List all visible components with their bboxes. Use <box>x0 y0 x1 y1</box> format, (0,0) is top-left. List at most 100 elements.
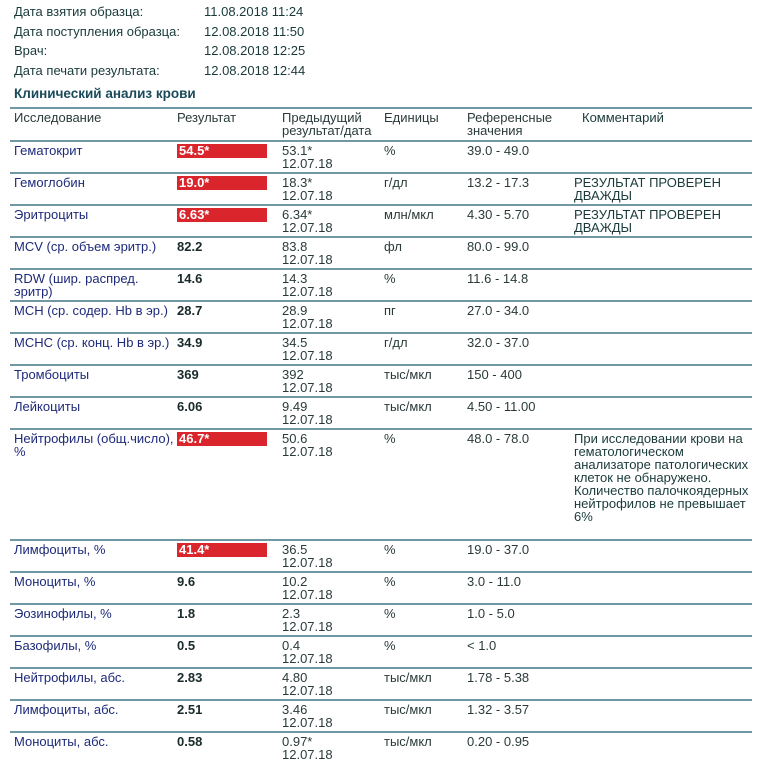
meta-value: 11.08.2018 11:24 <box>204 4 304 19</box>
table-row: Моноциты, % 9.6 10.2 12.07.18 % 3.0 - 11.… <box>10 571 752 603</box>
previous-value: 392 <box>282 367 304 382</box>
units: % <box>384 431 396 446</box>
reference-range: 4.30 - 5.70 <box>467 207 530 222</box>
previous-value: 2.3 <box>282 606 301 621</box>
previous-date: 12.07.18 <box>282 555 333 570</box>
test-name: MCV (ср. объем эритр.) <box>14 239 157 254</box>
table-row: MCH (ср. содер. Hb в эр.) 28.7 28.9 12.07… <box>10 300 752 332</box>
units: % <box>384 574 396 589</box>
previous-result: 18.3* 12.07.18 <box>282 176 382 202</box>
previous-value: 0.4 <box>282 638 301 653</box>
table-row: Гематокрит 54.5* 53.1* 12.07.18 % 39.0 - … <box>10 140 752 172</box>
table-row: Гемоглобин 19.0* 18.3* 12.07.18 г/дл 13.2… <box>10 172 752 204</box>
meta-label: Дата поступления образца: <box>14 23 180 39</box>
previous-date: 12.07.18 <box>282 444 333 459</box>
reference-range: 4.50 - 11.00 <box>467 399 536 414</box>
table-header: Исследование Результат Предыдущий резуль… <box>10 107 752 140</box>
test-name: MCHC (ср. конц. Hb в эр.) <box>14 335 170 350</box>
result-value: 6.06 <box>177 399 203 414</box>
previous-date: 12.07.18 <box>282 587 333 602</box>
units: млн/мкл <box>384 207 434 222</box>
previous-date: 12.07.18 <box>282 683 333 698</box>
previous-value: 28.9 <box>282 303 308 318</box>
meta-label: Дата печати результата: <box>14 62 160 78</box>
previous-result: 0.4 12.07.18 <box>282 639 382 665</box>
table-row: MCV (ср. объем эритр.) 82.2 83.8 12.07.18… <box>10 236 752 268</box>
previous-value: 0.97* <box>282 734 313 749</box>
table-row: Эозинофилы, % 1.8 2.3 12.07.18 % 1.0 - 5.… <box>10 603 752 635</box>
previous-result: 14.3 12.07.18 <box>282 272 382 298</box>
results-table: Исследование Результат Предыдущий резуль… <box>10 107 752 763</box>
previous-date: 12.07.18 <box>282 380 333 395</box>
meta-row: Врач: 12.08.2018 12:25 <box>14 41 305 61</box>
previous-result: 0.97* 12.07.18 <box>282 735 382 761</box>
units: тыс/мкл <box>384 367 432 382</box>
result-value: 0.5 <box>177 638 196 653</box>
result-value: 0.58 <box>177 734 203 749</box>
table-row: Лейкоциты 6.06 9.49 12.07.18 тыс/мкл 4.50… <box>10 396 752 428</box>
previous-date: 12.07.18 <box>282 316 333 331</box>
previous-result: 3.46 12.07.18 <box>282 703 382 729</box>
result-flagged: 6.63* <box>177 208 267 222</box>
units: г/дл <box>384 335 408 350</box>
sample-info: Дата взятия образца: 11.08.2018 11:24 Дата… <box>14 2 305 80</box>
table-row: Лимфоциты, абс. 2.51 3.46 12.07.18 тыс/мк… <box>10 699 752 731</box>
reference-range: 150 - 400 <box>467 367 522 382</box>
units: % <box>384 271 396 286</box>
previous-date: 12.07.18 <box>282 156 333 171</box>
test-name: Нейтрофилы (общ.число), % <box>14 431 174 459</box>
result-value: 82.2 <box>177 239 203 254</box>
units: тыс/мкл <box>384 734 432 749</box>
result-value: 1.8 <box>177 606 196 621</box>
previous-value: 83.8 <box>282 239 308 254</box>
test-name: Моноциты, абс. <box>14 734 109 749</box>
reference-range: 48.0 - 78.0 <box>467 431 530 446</box>
comment: РЕЗУЛЬТАТ ПРОВЕРЕН ДВАЖДЫ <box>574 175 721 203</box>
reference-range: < 1.0 <box>467 638 497 653</box>
previous-date: 12.07.18 <box>282 188 333 203</box>
result-flagged: 46.7* <box>177 432 267 446</box>
result-flagged: 41.4* <box>177 543 267 557</box>
previous-date: 12.07.18 <box>282 284 333 299</box>
result-flagged: 54.5* <box>177 144 267 158</box>
units: тыс/мкл <box>384 399 432 414</box>
test-name: MCH (ср. содер. Hb в эр.) <box>14 303 168 318</box>
header-prev: Предыдущий результат/дата <box>282 110 372 138</box>
meta-row: Дата поступления образца: 12.08.2018 11:5… <box>14 22 305 42</box>
result-value: 34.9 <box>177 335 203 350</box>
result-value: 28.7 <box>177 303 203 318</box>
meta-row: Дата взятия образца: 11.08.2018 11:24 <box>14 2 305 22</box>
header-unit: Единицы <box>384 110 439 125</box>
reference-range: 0.20 - 0.95 <box>467 734 530 749</box>
section-title: Клинический анализ крови <box>14 86 196 101</box>
reference-range: 1.32 - 3.57 <box>467 702 530 717</box>
test-name: Моноциты, % <box>14 574 96 589</box>
meta-label: Дата взятия образца: <box>14 4 144 19</box>
previous-result: 50.6 12.07.18 <box>282 432 382 458</box>
result-value: 2.51 <box>177 702 203 717</box>
table-row: RDW (шир. распред. эритр) 14.6 14.3 12.07… <box>10 268 752 300</box>
previous-date: 12.07.18 <box>282 220 333 235</box>
reference-range: 19.0 - 37.0 <box>467 542 530 557</box>
comment: При исследовании крови на гематологическ… <box>574 431 749 524</box>
reference-range: 39.0 - 49.0 <box>467 143 530 158</box>
units: % <box>384 606 396 621</box>
test-name: Эозинофилы, % <box>14 606 112 621</box>
meta-row: Дата печати результата: 12.08.2018 12:44 <box>14 61 305 81</box>
test-name: Нейтрофилы, абс. <box>14 670 126 685</box>
reference-range: 80.0 - 99.0 <box>467 239 530 254</box>
result-value: 9.6 <box>177 574 196 589</box>
header-comment: Комментарий <box>582 110 664 125</box>
test-name: Лимфоциты, % <box>14 542 106 557</box>
units: % <box>384 143 396 158</box>
previous-value: 34.5 <box>282 335 308 350</box>
previous-value: 18.3* <box>282 175 313 190</box>
reference-range: 32.0 - 37.0 <box>467 335 530 350</box>
units: % <box>384 542 396 557</box>
reference-range: 11.6 - 14.8 <box>467 271 529 286</box>
units: фл <box>384 239 402 254</box>
meta-value: 12.08.2018 12:25 <box>204 43 306 58</box>
table-row: Базофилы, % 0.5 0.4 12.07.18 % < 1.0 <box>10 635 752 667</box>
meta-value: 12.08.2018 12:44 <box>204 62 306 78</box>
previous-value: 3.46 <box>282 702 308 717</box>
